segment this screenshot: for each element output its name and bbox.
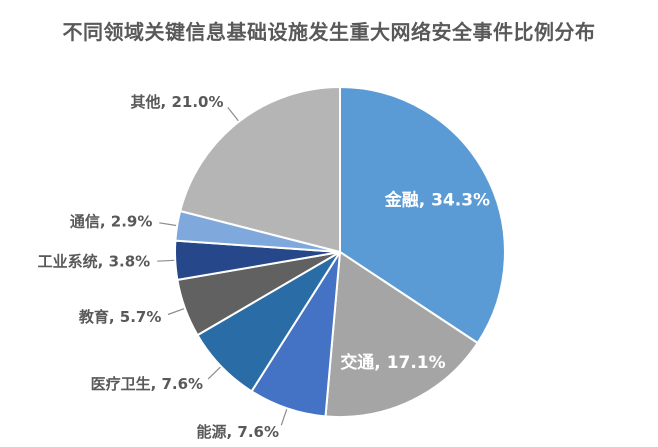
chart-title: 不同领域关键信息基础设施发生重大网络安全事件比例分布 (62, 20, 596, 44)
slice-inside-label: 金融, 34.3% (384, 190, 490, 211)
pie-slice-交通 (324, 251, 479, 418)
leader-line (227, 107, 239, 122)
leader-line (207, 366, 221, 380)
pie-slice-其他 (179, 86, 341, 253)
leader-line (280, 409, 288, 426)
leader-line (159, 222, 177, 227)
leader-line (167, 308, 185, 316)
slice-outside-label: 能源, 7.6% (196, 423, 279, 441)
slice-outside-label: 工业系统, 3.8% (38, 253, 151, 271)
leader-line (157, 259, 175, 262)
slice-outside-label: 教育, 5.7% (78, 308, 162, 326)
slice-outside-label: 医疗卫生, 7.6% (91, 375, 204, 393)
slice-inside-label: 交通, 17.1% (340, 352, 445, 373)
slice-outside-label: 通信, 2.9% (70, 213, 153, 231)
slice-outside-label: 其他, 21.0% (131, 93, 224, 111)
